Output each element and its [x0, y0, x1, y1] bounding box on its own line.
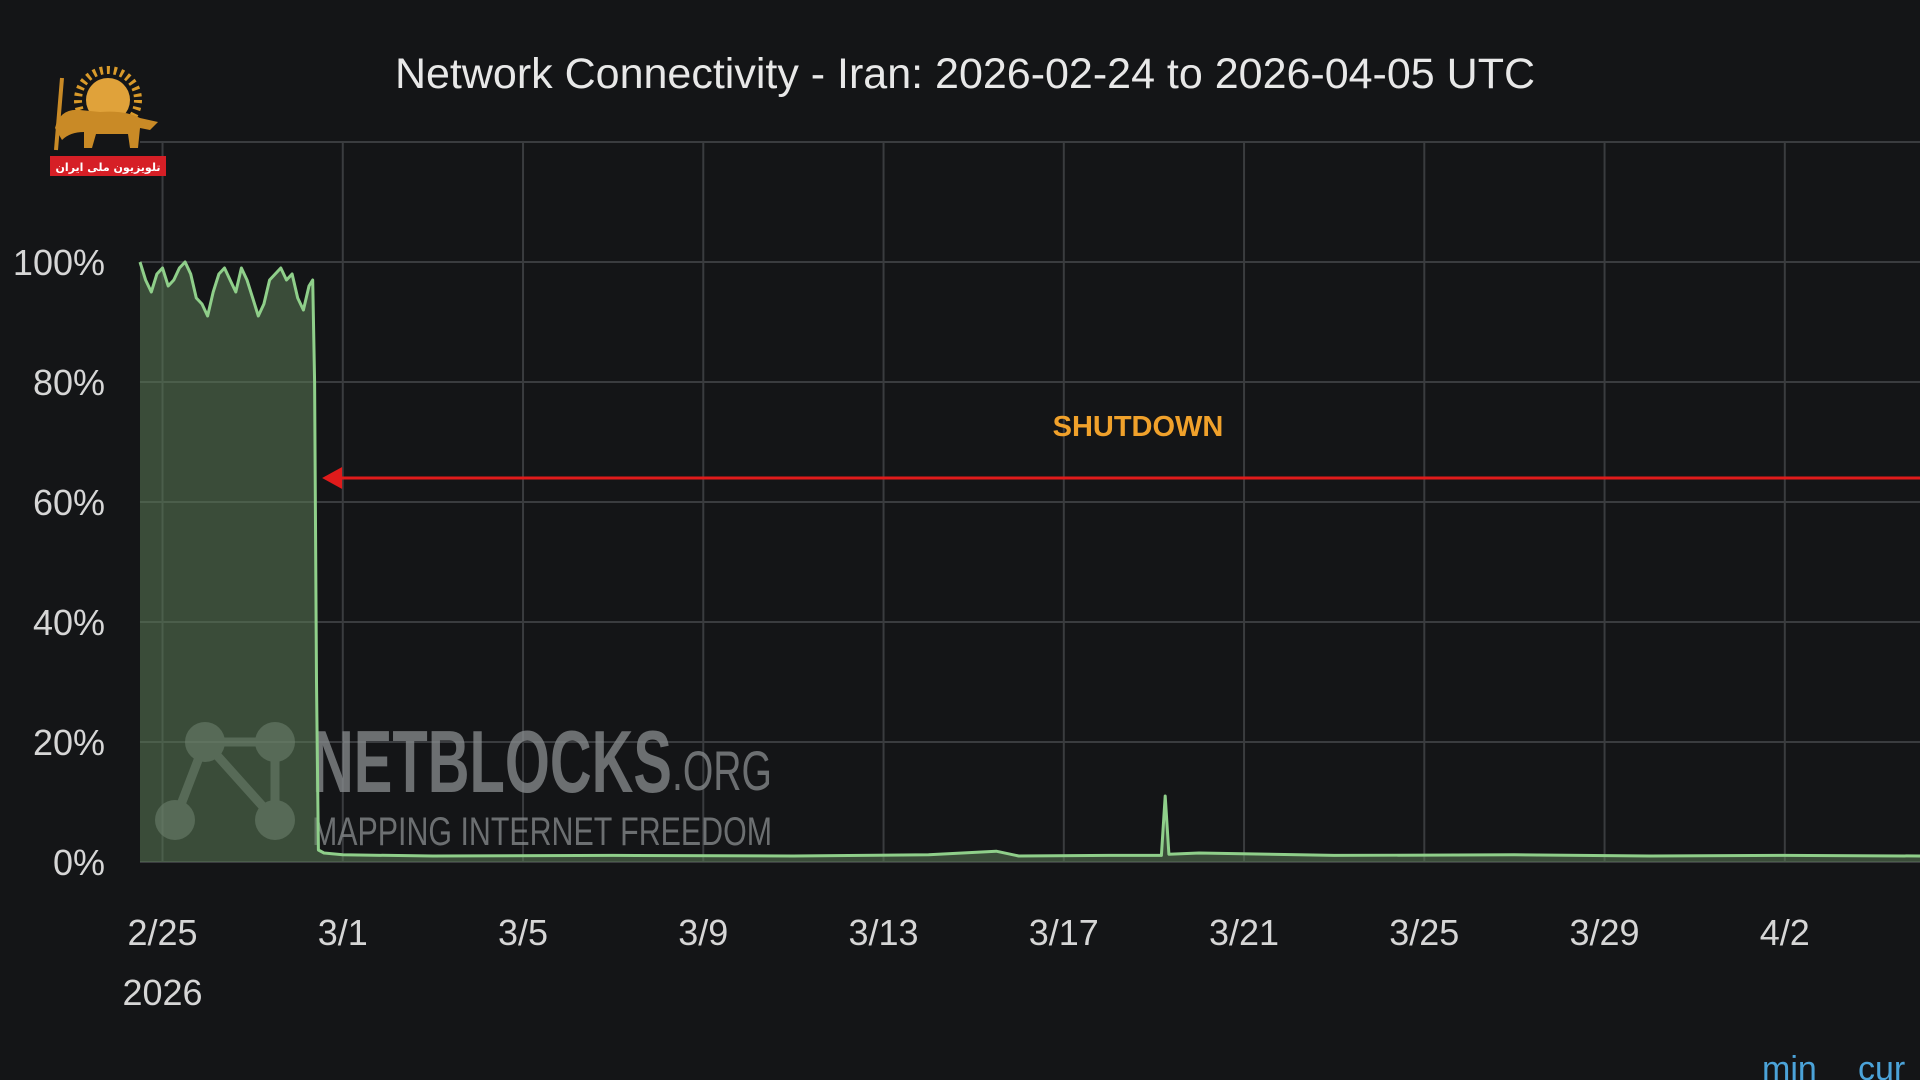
- watermark-brand: NETBLOCKS: [312, 712, 672, 811]
- x-tick-label: 4/2: [1760, 912, 1810, 953]
- x-tick-label: 3/5: [498, 912, 548, 953]
- logo-text: تلویزیون ملی ایران: [56, 161, 161, 174]
- y-tick-label: 60%: [33, 482, 105, 523]
- x-axis-ticks: 2/25 2026 3/1 3/5 3/9 3/13 3/17 3/21 3/25 3/29 4/2: [122, 912, 1809, 1013]
- x-tick-label: 3/1: [318, 912, 368, 953]
- y-tick-label: 0%: [53, 842, 105, 883]
- x-tick-sublabel: 2026: [122, 972, 202, 1013]
- watermark-tagline: MAPPING INTERNET FREEDOM: [312, 810, 772, 854]
- x-tick-label: 3/29: [1570, 912, 1640, 953]
- x-tick-label: 3/25: [1389, 912, 1459, 953]
- legend-entry: min: [1762, 1050, 1817, 1080]
- annotation-label: SHUTDOWN: [1053, 411, 1224, 443]
- x-tick-label: 3/17: [1029, 912, 1099, 953]
- channel-logo: تلویزیون ملی ایران: [50, 66, 166, 176]
- annotation-arrowhead: [322, 467, 343, 489]
- series-layer: [138, 260, 1920, 862]
- x-tick-label: 2/25: [127, 912, 197, 953]
- x-tick-label: 3/9: [678, 912, 728, 953]
- chart-title: Network Connectivity - Iran: 2026-02-24 …: [395, 50, 1535, 98]
- lion-and-sun-icon: [54, 66, 158, 151]
- y-tick-label: 40%: [33, 602, 105, 643]
- x-tick-label: 3/13: [849, 912, 919, 953]
- y-tick-label: 20%: [33, 722, 105, 763]
- logo-band: [50, 156, 166, 176]
- y-axis-ticks: 0% 20% 40% 60% 80% 100%: [13, 242, 105, 883]
- annotation-layer: SHUTDOWN: [322, 411, 1920, 489]
- x-tick-label: 3/21: [1209, 912, 1279, 953]
- y-tick-label: 80%: [33, 362, 105, 403]
- series-line: [138, 260, 1920, 858]
- chart-legend: min cur: [1762, 1050, 1905, 1080]
- watermark-tld: .ORG: [672, 739, 772, 802]
- y-tick-label: 100%: [13, 242, 105, 283]
- legend-entry: cur: [1858, 1050, 1905, 1080]
